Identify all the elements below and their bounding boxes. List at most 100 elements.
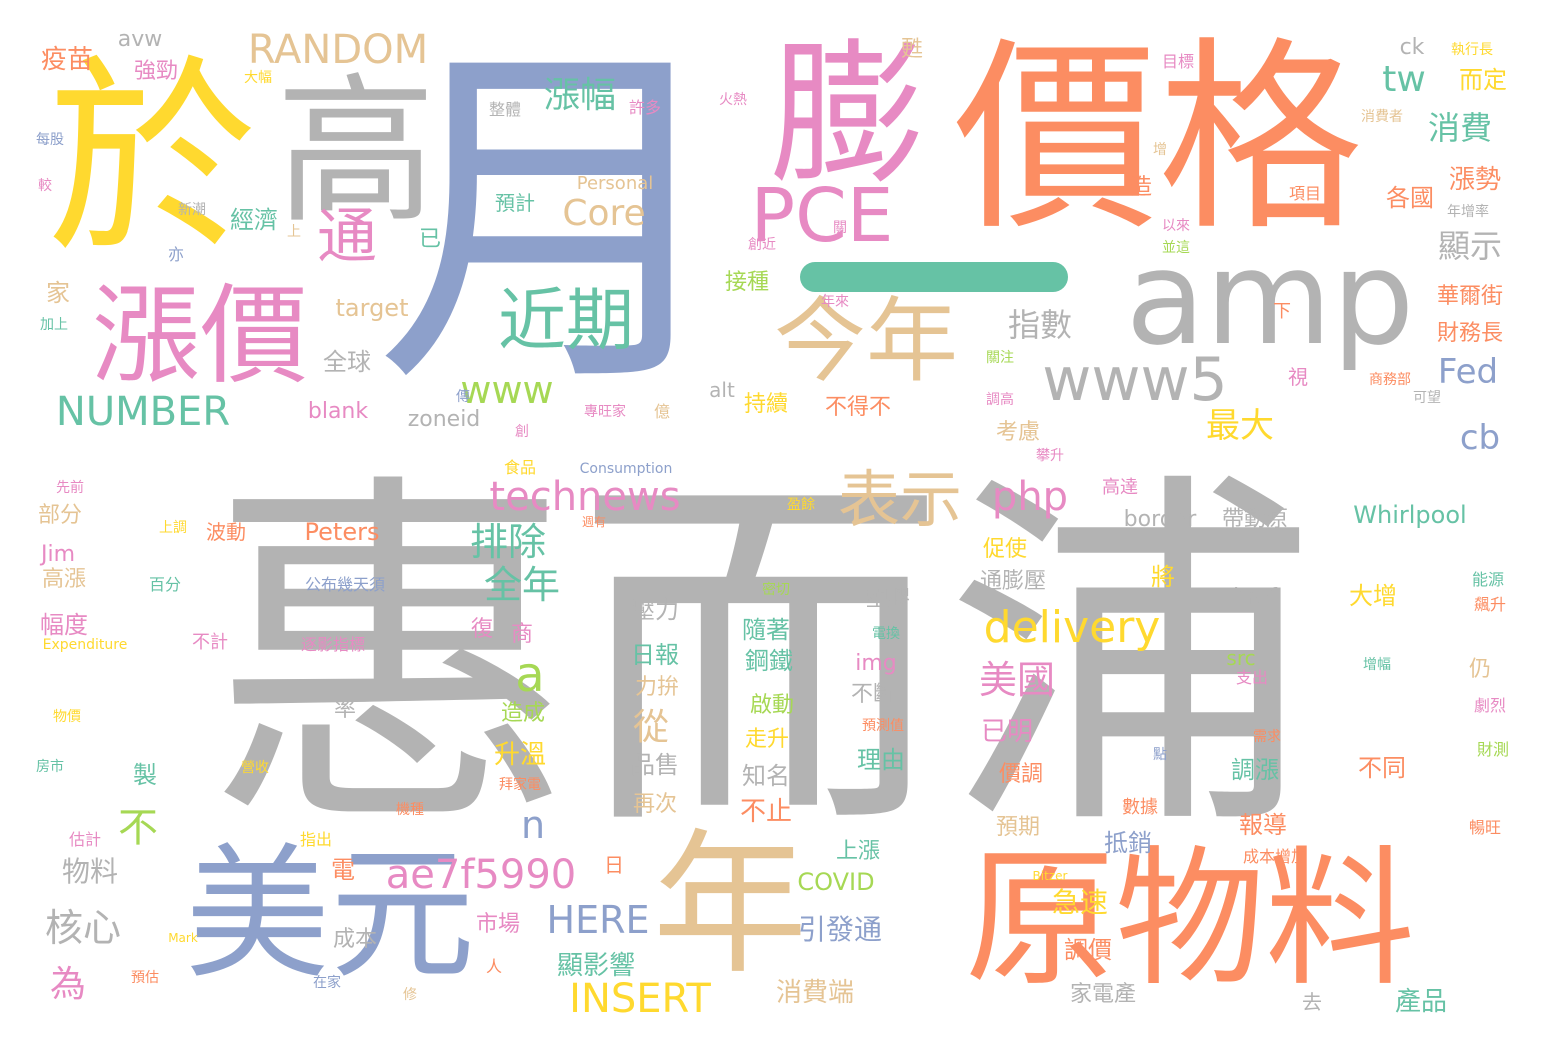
word-peters: Peters [304, 518, 380, 546]
word-zhangshi: 漲勢 [1448, 165, 1502, 195]
word-zhichu: 支出 [1235, 668, 1269, 687]
word-nianzenglv: 年增率 [1447, 204, 1489, 220]
word-fu: 復 [470, 617, 494, 642]
word-chengben: 成本 [332, 927, 378, 952]
word-huierpu: 惠而浦 [205, 445, 1315, 875]
word-paichu: 排除 [469, 520, 547, 564]
word-amp: amp [1125, 222, 1415, 374]
word-whirlpool: Whirlpool [1353, 501, 1467, 529]
word-yuanwuliao: 原物料 [964, 833, 1416, 1007]
word-bu: 不 [118, 805, 158, 851]
word-guanzhu: 關注 [986, 350, 1014, 366]
word-pansheng: 攀升 [1036, 448, 1064, 464]
word-yimiao: 疫苗 [40, 45, 94, 75]
word-border: border [1123, 507, 1197, 532]
word-insert: INSERT [569, 976, 711, 1022]
word-julie: 劇烈 [1473, 696, 1507, 715]
word-href: href [1233, 585, 1277, 610]
word-zaici: 再次 [632, 792, 678, 817]
word-yilai: 以來 [1162, 218, 1190, 234]
word-cong: 從 [632, 707, 670, 748]
word-zhouyou: 週有 [581, 515, 607, 529]
word-expenditure: Expenditure [42, 637, 128, 653]
word-nian: 年 [652, 814, 808, 996]
word-jisu: 急速 [1051, 886, 1109, 919]
word-xinchao: 新潮 [178, 202, 206, 218]
word-here: HERE [546, 898, 650, 942]
word-jingji: 經濟 [230, 206, 278, 234]
word-shangtiao: 上調 [159, 520, 187, 536]
word-caiwuzhang: 財務長 [1436, 321, 1504, 346]
word-shipin: 食品 [503, 458, 537, 477]
word-wujia: 物價 [53, 709, 81, 725]
word-biaosheng: 飆升 [1473, 595, 1507, 614]
word-tiaozhang: 調漲 [1231, 756, 1279, 784]
word-budebu: 不得不 [824, 395, 892, 420]
word-gao: 高 [275, 58, 437, 245]
word-tongpengya: 通膨壓 [979, 569, 1047, 594]
word-su: 甦 [900, 37, 924, 62]
word-jiage: 價格 [953, 20, 1363, 259]
word-n: n [520, 803, 546, 847]
word-bodong: 波動 [206, 520, 246, 544]
word-ren: 人 [485, 957, 503, 976]
word-pce: PCE [750, 173, 894, 259]
word-miqie: 密切 [762, 582, 790, 598]
word-daidongyuan: 帶動原 [1221, 507, 1289, 532]
word-ri: 日 [604, 853, 624, 877]
word-fudu: 幅度 [40, 611, 88, 639]
word-sujiao: 塑膠 [865, 587, 911, 612]
word-jiao: 較 [38, 178, 52, 194]
word-qu: 去 [1302, 990, 1322, 1014]
word-ae7f5990: ae7f5990 [385, 852, 577, 898]
word-zhuanwangjia: 專旺家 [584, 404, 626, 420]
word-jiadianchan: 家電產 [1069, 982, 1137, 1007]
word-src: src [1226, 646, 1256, 670]
word-target: target [335, 294, 409, 322]
word-qidong: 啟動 [749, 693, 795, 718]
word-zaocheng: 造成 [500, 701, 546, 726]
word-guan: 關 [833, 220, 847, 236]
word-xianqian: 先前 [56, 480, 84, 496]
word-number: NUMBER [55, 389, 231, 435]
word-yi: 已 [418, 227, 442, 252]
word-bitzer: Bitzer [1032, 869, 1068, 883]
word-core: Core [562, 193, 646, 234]
word-shang2: 上 [287, 224, 301, 240]
word-jinqi: 近期 [497, 282, 635, 361]
word-shengwen: 升溫 [493, 740, 547, 770]
word-buduan: 不斷 [850, 682, 896, 707]
word-yucezhi: 預測值 [862, 718, 904, 734]
word-ck: ck [1399, 35, 1425, 60]
word-yugu: 預估 [131, 970, 159, 986]
word-xianshi: 顯示 [1437, 227, 1503, 265]
word-tiaogao: 調高 [986, 392, 1014, 408]
word-tong: 通 [317, 202, 377, 272]
word-jizhong: 機種 [396, 802, 424, 818]
word-dixiao: 抵銷 [1104, 829, 1152, 857]
word-yali: 壓力 [631, 596, 679, 624]
word-jinnian: 今年 [773, 288, 959, 395]
word-xiangmu: 項目 [1288, 184, 1322, 203]
word-www: www [460, 368, 554, 412]
word-jiadiao: 價調 [998, 762, 1044, 787]
word-gongbu: 公布幾天須 [304, 575, 386, 594]
word-yuqi: 預期 [995, 815, 1041, 840]
word-chengbenzengjia: 成本增加 [1242, 847, 1308, 866]
word-zhengti: 整體 [488, 100, 522, 119]
word-wuliao: 物料 [61, 855, 119, 888]
word-dazeng: 大增 [1349, 582, 1397, 610]
word-cb: cb [1459, 418, 1501, 458]
word-shangzhang: 上漲 [835, 839, 881, 864]
word-jiang: 將 [1151, 563, 1175, 591]
word-chanpin: 產品 [1394, 987, 1448, 1017]
word-guji: 估計 [68, 830, 102, 849]
word-xiaofeizhe: 消費者 [1361, 109, 1403, 125]
word-covid: COVID [797, 868, 875, 896]
word-zhangjia: 漲價 [91, 274, 309, 399]
word-buji: 不計 [192, 632, 228, 653]
word-reng: 仍 [1468, 657, 1492, 682]
word-alt: alt [709, 378, 735, 402]
word-jim: Jim [40, 542, 76, 567]
word-dafu: 大幅 [244, 70, 272, 86]
